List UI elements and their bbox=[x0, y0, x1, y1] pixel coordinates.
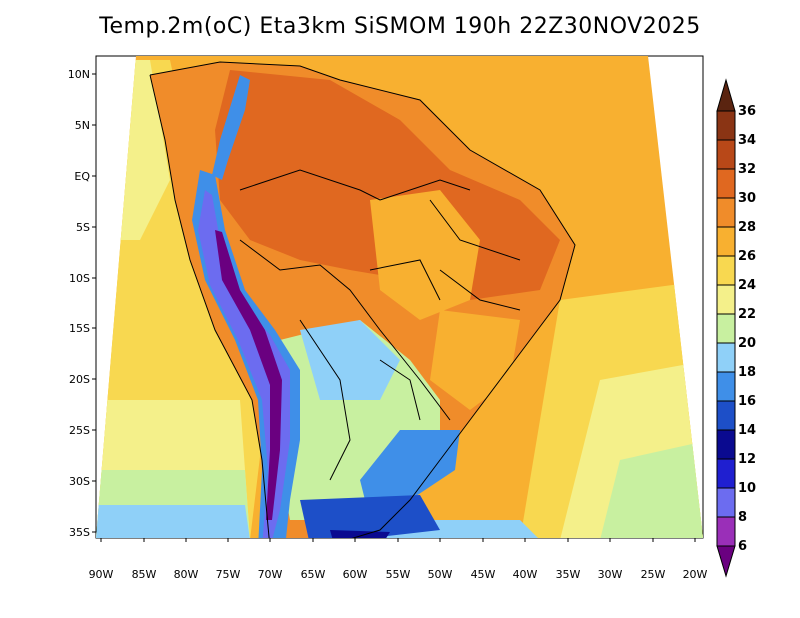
lon-label: 50W bbox=[428, 568, 453, 581]
central-brazil-region bbox=[370, 190, 480, 320]
country-borders bbox=[149, 61, 576, 538]
colorbar-label: 10 bbox=[738, 481, 756, 496]
lon-label: 85W bbox=[132, 568, 157, 581]
lon-label: 30W bbox=[598, 568, 623, 581]
colorbar-label: 24 bbox=[738, 278, 756, 293]
colorbar-label: 18 bbox=[738, 365, 756, 380]
map-title: Temp.2m(oC) Eta3km SiSMOM 190h 22Z30NOV2… bbox=[99, 14, 701, 39]
paraguay-argentina-border bbox=[299, 319, 351, 481]
colorbar-label: 36 bbox=[738, 104, 756, 119]
lon-label: 20W bbox=[683, 568, 708, 581]
left-axis-ticks bbox=[92, 73, 96, 533]
interstate-border-3 bbox=[439, 269, 521, 311]
colorbar-swatch bbox=[716, 342, 736, 373]
colorbar-label: 14 bbox=[738, 423, 756, 438]
colorbar-swatch bbox=[716, 139, 736, 170]
pacific-coastline bbox=[149, 74, 271, 538]
colorbar-label: 6 bbox=[738, 539, 747, 554]
left-axis-labels: 10N 5N EQ 5S 10S 15S 20S 25S 30S 35S bbox=[68, 68, 91, 539]
colorbar-swatch bbox=[716, 197, 736, 228]
lat-label: 15S bbox=[69, 322, 90, 335]
colorbar-low-arrow bbox=[716, 545, 736, 578]
chaco-cool bbox=[300, 320, 400, 400]
colorbar-label: 32 bbox=[738, 162, 756, 177]
lon-label: 75W bbox=[216, 568, 241, 581]
colorbar-high-arrow bbox=[716, 78, 736, 112]
colorbar-label: 8 bbox=[738, 510, 747, 525]
lat-label: 35S bbox=[69, 526, 90, 539]
colorbar-swatch bbox=[716, 458, 736, 489]
pacific-south-colder bbox=[96, 505, 250, 538]
interstate-border-4 bbox=[369, 259, 441, 301]
lat-label: 10S bbox=[69, 272, 90, 285]
lon-label: 55W bbox=[386, 568, 411, 581]
ocean-cold-southeast bbox=[600, 440, 703, 538]
colorbar-swatch bbox=[716, 226, 736, 257]
lon-label: 60W bbox=[343, 568, 368, 581]
southeast-brazil-region bbox=[430, 310, 520, 410]
lat-label: 5S bbox=[76, 221, 90, 234]
colorbar-label: 28 bbox=[738, 220, 756, 235]
colorbar-label: 16 bbox=[738, 394, 756, 409]
colorbar-swatch bbox=[716, 371, 736, 402]
lon-label: 45W bbox=[471, 568, 496, 581]
andes-colder bbox=[198, 190, 290, 538]
temperature-field bbox=[96, 56, 703, 538]
lat-label: 5N bbox=[75, 119, 90, 132]
colorbar-swatch bbox=[716, 168, 736, 199]
lon-label: 80W bbox=[174, 568, 199, 581]
lon-label: 25W bbox=[641, 568, 666, 581]
colorbar-swatch bbox=[716, 429, 736, 460]
brazil-west-border bbox=[239, 239, 451, 421]
colorbar-swatch bbox=[716, 284, 736, 315]
bottom-axis-ticks bbox=[100, 538, 696, 542]
lon-label: 40W bbox=[513, 568, 538, 581]
colorbar-swatch bbox=[716, 516, 736, 547]
colorbar-label: 26 bbox=[738, 249, 756, 264]
interstate-border-1 bbox=[379, 359, 421, 421]
atlantic-coastline bbox=[149, 61, 576, 538]
andes-coldest bbox=[215, 230, 282, 520]
patagonia-colder bbox=[330, 530, 390, 538]
brazil-north-border bbox=[239, 169, 471, 201]
bottom-axis-labels: 90W 85W 80W 75W 70W 65W 60W 55W 50W 45W … bbox=[89, 568, 708, 581]
lat-label: 10N bbox=[68, 68, 90, 81]
colorbar-swatch bbox=[716, 313, 736, 344]
colorbar-swatch bbox=[716, 487, 736, 518]
interstate-border-2 bbox=[429, 199, 521, 261]
colorbar-swatch bbox=[716, 400, 736, 431]
colorbar-label: 22 bbox=[738, 307, 756, 322]
lat-label: 30S bbox=[69, 475, 90, 488]
colorbar-label: 12 bbox=[738, 452, 756, 467]
colorbar-label: 34 bbox=[738, 133, 756, 148]
lat-label: 20S bbox=[69, 373, 90, 386]
lon-label: 90W bbox=[89, 568, 114, 581]
colorbar-label: 30 bbox=[738, 191, 756, 206]
colorbar: 6 8 10 12 14 16 18 20 22 24 26 28 30 32 … bbox=[716, 78, 756, 578]
lat-label: EQ bbox=[74, 170, 90, 183]
colorbar-swatch bbox=[716, 255, 736, 286]
colorbar-label: 20 bbox=[738, 336, 756, 351]
colorbar-swatch bbox=[716, 110, 736, 141]
lat-label: 25S bbox=[69, 424, 90, 437]
lon-label: 35W bbox=[556, 568, 581, 581]
lon-label: 65W bbox=[301, 568, 326, 581]
north-andes-cold bbox=[212, 75, 250, 180]
lon-label: 70W bbox=[258, 568, 283, 581]
